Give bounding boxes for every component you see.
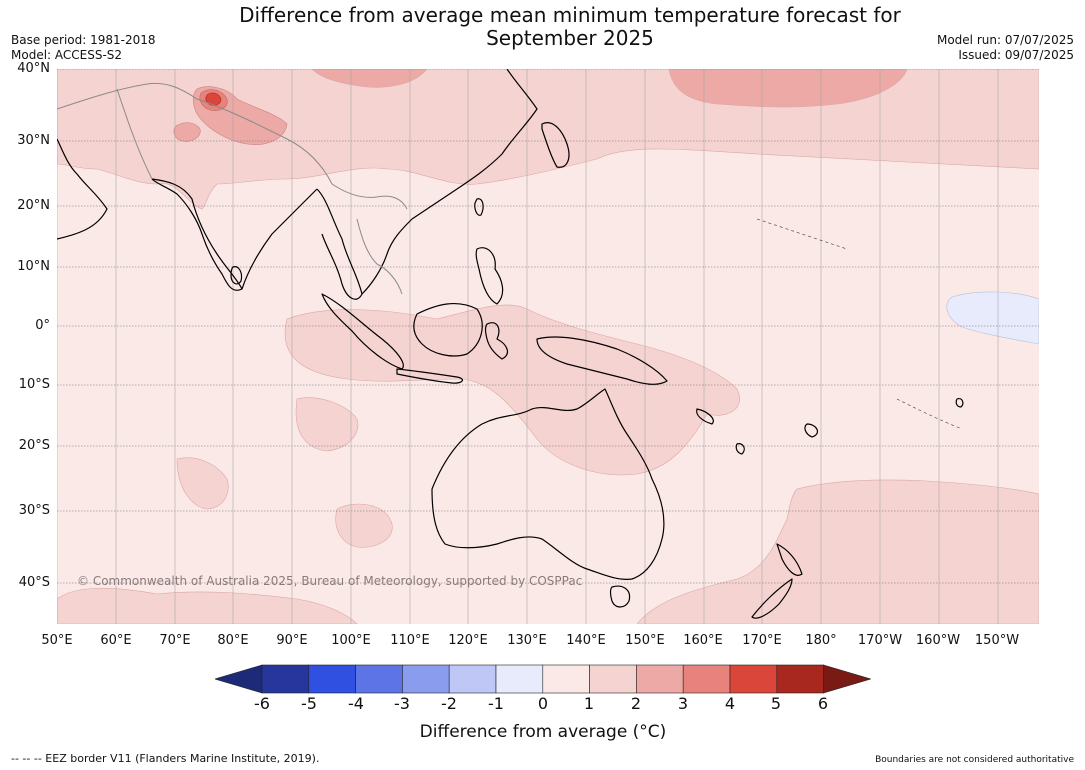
issued-text: Issued: 09/07/2025 bbox=[958, 48, 1074, 62]
meta-left: Base period: 1981-2018 Model: ACCESS-S2 bbox=[11, 33, 156, 63]
colorbar-segment bbox=[636, 664, 684, 694]
eez-borders bbox=[756, 218, 963, 430]
colorbar-tick: 0 bbox=[537, 694, 549, 713]
title-line-1: Difference from average mean minimum tem… bbox=[239, 3, 901, 27]
lon-label: 130°E bbox=[507, 633, 547, 648]
colorbar-tick: -2 bbox=[441, 694, 457, 713]
anomaly-region-south-central bbox=[335, 503, 393, 548]
map-title: Difference from average mean minimum tem… bbox=[200, 4, 940, 50]
colorbar-segment bbox=[402, 664, 450, 694]
colorbar-tick: 6 bbox=[817, 694, 829, 713]
colorbar-label: Difference from average (°C) bbox=[419, 722, 667, 742]
lon-label: 170°E bbox=[742, 633, 782, 648]
colorbar-segment bbox=[495, 664, 544, 694]
colorbar-segment bbox=[776, 664, 824, 694]
colorbar-segment bbox=[355, 664, 403, 694]
lon-label: 60°E bbox=[100, 633, 132, 648]
anomaly-region-central-pacific-cool bbox=[946, 291, 1039, 345]
lon-label: 170°W bbox=[857, 633, 903, 648]
colorbar-tick: 1 bbox=[583, 694, 595, 713]
country-borders bbox=[57, 82, 408, 295]
forecast-map bbox=[57, 69, 1039, 624]
model-text: Model: ACCESS-S2 bbox=[11, 48, 123, 62]
lon-label: 150°W bbox=[974, 633, 1020, 648]
colorbar-segment bbox=[729, 664, 778, 694]
colorbar-tick: 2 bbox=[630, 694, 642, 713]
anomaly-region-northeast bbox=[668, 69, 908, 108]
colorbar-segment bbox=[261, 664, 310, 694]
lat-label: 40°S bbox=[18, 575, 50, 590]
colorbar-extend-high bbox=[823, 664, 871, 694]
colorbar-extend-low bbox=[215, 664, 263, 694]
lon-label: 80°E bbox=[217, 633, 249, 648]
colorbar-segment bbox=[682, 664, 731, 694]
lat-label: 10°N bbox=[17, 259, 50, 274]
lat-label: 10°S bbox=[18, 377, 50, 392]
anomaly-region-himalaya-max bbox=[205, 92, 222, 106]
model-run-text: Model run: 07/07/2025 bbox=[936, 33, 1074, 47]
colorbar-segment bbox=[589, 664, 637, 694]
colorbar-tick: -4 bbox=[348, 694, 364, 713]
copyright-notice: © Commonwealth of Australia 2025, Bureau… bbox=[77, 574, 583, 588]
meta-right: Model run: 07/07/2025 Issued: 09/07/2025 bbox=[937, 33, 1074, 63]
lon-label: 120°E bbox=[448, 633, 488, 648]
lat-label: 20°S bbox=[18, 438, 50, 453]
colorbar-tick: -6 bbox=[254, 694, 270, 713]
colorbar-segment bbox=[542, 664, 590, 694]
lon-label: 150°E bbox=[625, 633, 665, 648]
anomaly-region-indian-ocean bbox=[295, 397, 359, 452]
colorbar-tick: 4 bbox=[724, 694, 736, 713]
lat-label: 0° bbox=[35, 318, 50, 333]
colorbar-tick: 3 bbox=[677, 694, 689, 713]
colorbar-tick: -5 bbox=[301, 694, 317, 713]
lon-label: 70°E bbox=[159, 633, 191, 648]
lon-label: 100°E bbox=[331, 633, 371, 648]
map-meridians bbox=[57, 69, 999, 624]
anomaly-region-south-indian bbox=[176, 457, 229, 510]
colorbar-tick: -3 bbox=[394, 694, 410, 713]
lon-label: 140°E bbox=[566, 633, 606, 648]
lat-label: 40°N bbox=[17, 61, 50, 76]
lon-label: 160°W bbox=[915, 633, 961, 648]
lon-label: 110°E bbox=[390, 633, 430, 648]
coastlines bbox=[57, 69, 964, 619]
lat-label: 20°N bbox=[17, 198, 50, 213]
colorbar-segment bbox=[308, 664, 356, 694]
lat-label: 30°S bbox=[18, 503, 50, 518]
colorbar bbox=[215, 664, 871, 694]
title-line-2: September 2025 bbox=[486, 26, 654, 50]
colorbar-segment bbox=[448, 664, 497, 694]
lon-label: 90°E bbox=[276, 633, 308, 648]
anomaly-region-south-pacific bbox=[636, 479, 1039, 624]
anomaly-region-southwest bbox=[57, 587, 358, 624]
lon-label: 50°E bbox=[41, 633, 73, 648]
anomaly-region-north-patch bbox=[311, 69, 428, 88]
lon-label: 160°E bbox=[683, 633, 723, 648]
lon-label: 180° bbox=[805, 633, 837, 648]
lat-label: 30°N bbox=[17, 133, 50, 148]
boundary-note: Boundaries are not considered authoritat… bbox=[875, 755, 1074, 765]
colorbar-tick: 5 bbox=[770, 694, 782, 713]
base-period-text: Base period: 1981-2018 bbox=[11, 33, 156, 47]
eez-legend-note: -- -- -- EEZ border V11 (Flanders Marine… bbox=[11, 752, 320, 765]
colorbar-tick: -1 bbox=[488, 694, 504, 713]
